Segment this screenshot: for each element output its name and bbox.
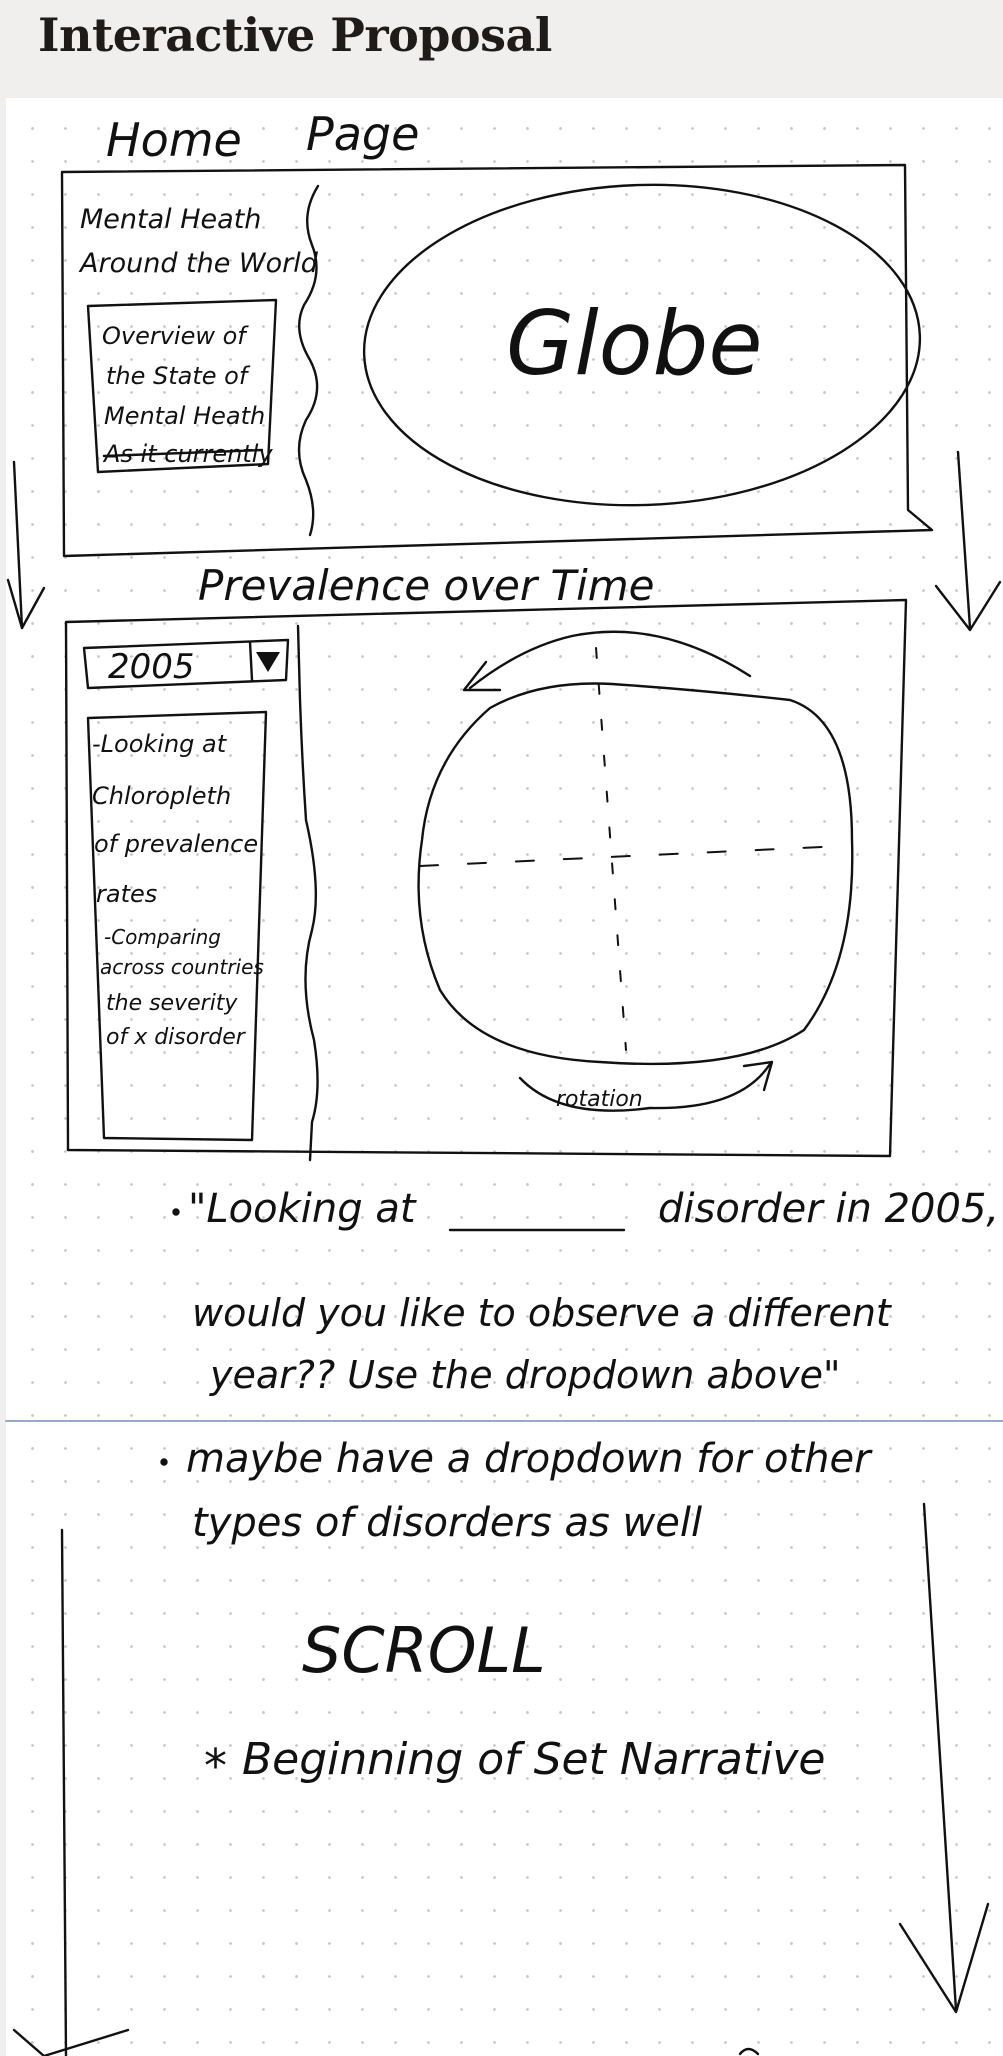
year-dropdown-value[interactable]: 2005 (108, 647, 195, 687)
bullet-1-end: disorder in 2005, (658, 1186, 999, 1232)
globe-vertical-axis (595, 647, 627, 1051)
bullet-1-line-2: would you like to observe a different (192, 1291, 893, 1335)
page-title: Interactive Proposal (38, 8, 552, 62)
narrative-label: Beginning of Set Narrative (242, 1734, 825, 1785)
prevalence-sidebar-divider (296, 624, 319, 1162)
sidebar-title-1: Mental Heath (80, 204, 261, 235)
overview-line-2: the State of (106, 362, 251, 390)
prevalence-heading: Prevalence over Time (198, 561, 655, 610)
bullet-2-line-1: maybe have a dropdown for other (186, 1436, 873, 1482)
bullet-1-start: "Looking at (188, 1186, 417, 1232)
notes-box (86, 710, 268, 1142)
sketch-sheet (6, 98, 1003, 2056)
note-line-1: -Looking at (92, 730, 228, 758)
dropdown-arrow-icon (256, 652, 280, 672)
prevalence-globe (417, 682, 854, 1066)
note-line-4: rates (96, 880, 157, 908)
scroll-label: SCROLL (302, 1614, 546, 1687)
overview-line-1: Overview of (102, 322, 249, 350)
scroll-right-arrow-shaft (922, 1502, 958, 2012)
star-symbol: * (204, 1739, 227, 1793)
bullet-dot-2 (160, 1458, 168, 1466)
prevalence-frame (64, 598, 908, 1158)
right-arrow-shaft (956, 450, 972, 630)
left-arrow-head (6, 578, 46, 630)
bullet-1-line-3: year?? Use the dropdown above" (209, 1353, 840, 1397)
note-line-5: -Comparing (104, 925, 221, 949)
bottom-rotation-arrow (518, 1062, 772, 1112)
globe-horizontal-axis (419, 845, 843, 867)
overview-box (86, 298, 278, 474)
top-rotation-arrowhead (462, 660, 502, 692)
scroll-left-head (12, 2028, 130, 2056)
home-frame (60, 163, 934, 558)
home-sidebar-divider (297, 184, 320, 537)
bottom-rotation-arrowhead (742, 1060, 774, 1092)
sidebar-title-2: Around the World (78, 248, 319, 279)
bullet-2-line-2: types of disorders as well (192, 1500, 702, 1546)
note-line-3: of prevalence (94, 830, 258, 858)
globe-label: Globe (506, 292, 762, 395)
overview-underline (102, 448, 264, 458)
left-arrow-shaft (12, 460, 24, 630)
note-line-2: Chloropleth (92, 782, 231, 810)
overview-line-3: Mental Heath (104, 402, 265, 430)
page-header: Interactive Proposal (0, 0, 1003, 98)
globe-oval (362, 183, 922, 507)
dropdown-separator (248, 640, 254, 682)
overview-line-4: As it currently (102, 440, 273, 468)
home-heading-right: Page (306, 107, 419, 161)
home-heading-left: Home (106, 113, 242, 167)
note-line-7: the severity (106, 991, 238, 1016)
rotation-label: rotation (556, 1087, 643, 1112)
bullet-dot-1 (172, 1208, 180, 1216)
note-line-6: across countries (100, 955, 264, 979)
dropdown-box (82, 638, 290, 690)
scroll-right-arrow-head (898, 1902, 990, 2014)
note-line-8: of x disorder (106, 1025, 247, 1050)
top-rotation-arrow (468, 630, 752, 690)
corner-mark (738, 2047, 760, 2056)
scroll-left-line (60, 1528, 68, 2056)
right-arrow-head (934, 580, 1002, 632)
